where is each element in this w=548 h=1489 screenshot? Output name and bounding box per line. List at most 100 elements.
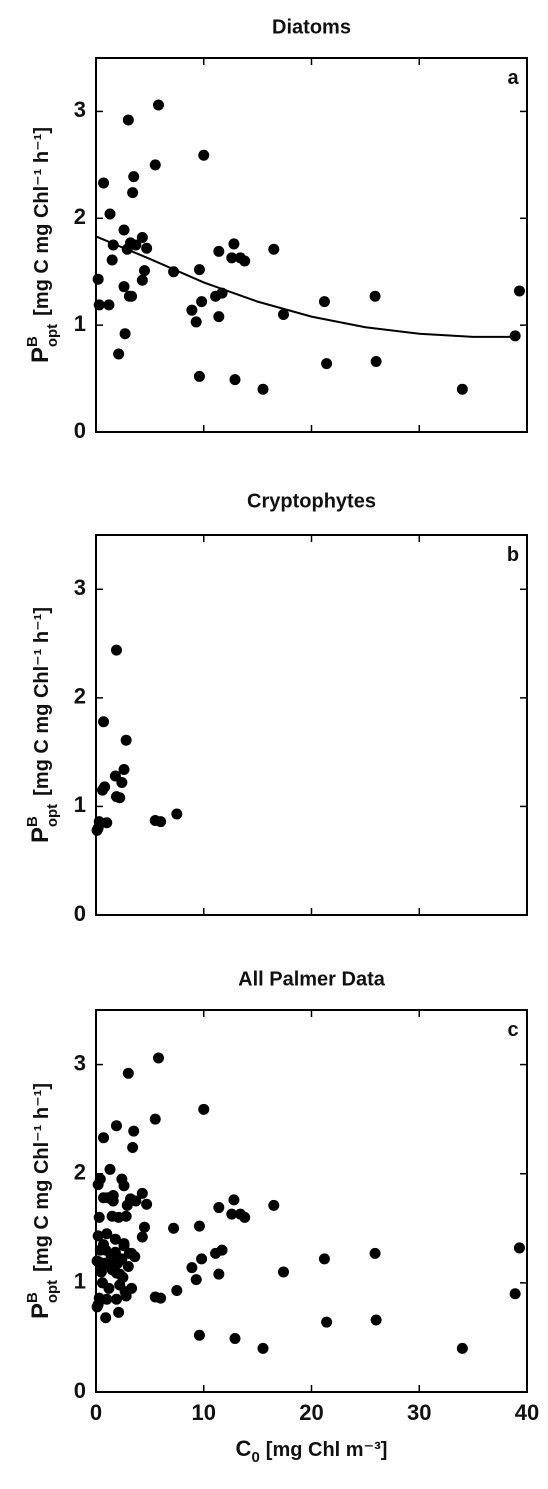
data-point bbox=[117, 1271, 129, 1283]
data-point bbox=[171, 808, 183, 820]
data-point bbox=[114, 792, 126, 804]
data-point bbox=[101, 1293, 113, 1305]
x-axis-label: C0 [mg Chl m⁻³] bbox=[236, 1436, 388, 1466]
data-point bbox=[318, 1253, 330, 1265]
data-point bbox=[213, 245, 225, 257]
data-point bbox=[127, 187, 139, 199]
data-point bbox=[95, 1266, 107, 1278]
data-point bbox=[122, 114, 134, 126]
data-point bbox=[118, 224, 130, 236]
data-point bbox=[193, 370, 205, 382]
x-label-main: C bbox=[236, 1436, 252, 1461]
data-point bbox=[257, 1342, 269, 1354]
data-point bbox=[513, 1242, 525, 1254]
data-point bbox=[103, 1282, 115, 1294]
data-point bbox=[152, 1052, 164, 1064]
data-point bbox=[369, 1247, 381, 1259]
data-point bbox=[113, 1211, 125, 1223]
data-point bbox=[101, 1228, 113, 1240]
data-point bbox=[239, 1211, 251, 1223]
panel-title: Diatoms bbox=[272, 16, 351, 38]
data-point bbox=[120, 734, 132, 746]
data-point bbox=[99, 781, 111, 793]
y-label-units: [mg C mg Chl⁻¹ h⁻¹] bbox=[31, 607, 53, 796]
panel-letter: c bbox=[507, 1019, 518, 1041]
data-point bbox=[106, 254, 118, 266]
axes-box bbox=[95, 534, 528, 916]
data-point bbox=[100, 1312, 112, 1324]
data-point bbox=[193, 1329, 205, 1341]
data-point bbox=[277, 308, 289, 320]
data-point bbox=[92, 1230, 104, 1242]
data-point bbox=[93, 1211, 105, 1223]
data-point bbox=[213, 311, 225, 323]
data-point bbox=[91, 1255, 103, 1267]
data-point bbox=[116, 1173, 128, 1185]
data-point bbox=[370, 1314, 382, 1326]
panel-title: Cryptophytes bbox=[247, 490, 376, 512]
panel-letter: b bbox=[507, 544, 519, 566]
data-point bbox=[198, 149, 210, 161]
y-tick-label: 2 bbox=[74, 1160, 86, 1185]
x-tick-label: 20 bbox=[299, 1400, 323, 1425]
y-label-main: P bbox=[27, 1303, 54, 1319]
y-tick-label: 1 bbox=[74, 1269, 86, 1294]
x-tick-label: 40 bbox=[515, 1400, 539, 1425]
data-point bbox=[268, 1199, 280, 1211]
data-point bbox=[103, 299, 115, 311]
data-point bbox=[509, 1288, 521, 1300]
data-point bbox=[196, 1253, 208, 1265]
y-label-sub: opt bbox=[44, 1280, 61, 1303]
data-point bbox=[122, 1260, 134, 1272]
panel-letter: a bbox=[507, 67, 519, 89]
y-axis-label: PB opt [mg C mg Chl⁻¹ h⁻¹] bbox=[24, 607, 61, 843]
data-point bbox=[116, 777, 128, 789]
data-point bbox=[239, 255, 251, 267]
data-point bbox=[138, 1221, 150, 1233]
y-tick-label: 2 bbox=[74, 684, 86, 709]
data-point bbox=[149, 1113, 161, 1125]
data-point bbox=[152, 99, 164, 111]
y-tick-label: 3 bbox=[74, 97, 86, 122]
y-tick-label: 0 bbox=[74, 418, 86, 443]
data-point bbox=[102, 1192, 114, 1204]
data-point bbox=[141, 242, 153, 254]
y-tick-label: 3 bbox=[74, 1050, 86, 1075]
data-point bbox=[109, 1233, 121, 1245]
x-label-units: [mg Chl m⁻³] bbox=[266, 1439, 388, 1461]
data-point bbox=[113, 1306, 125, 1318]
data-point bbox=[104, 1163, 116, 1175]
data-point bbox=[268, 243, 280, 255]
data-point bbox=[229, 374, 241, 386]
data-point bbox=[513, 285, 525, 297]
data-point bbox=[171, 1284, 183, 1296]
data-point bbox=[130, 1195, 142, 1207]
y-axis-label: PB opt [mg C mg Chl⁻¹ h⁻¹] bbox=[24, 127, 61, 363]
data-point bbox=[509, 330, 521, 342]
data-point bbox=[213, 1202, 225, 1214]
data-point bbox=[318, 296, 330, 308]
y-label-main: P bbox=[27, 347, 54, 363]
y-label-units: [mg C mg Chl⁻¹ h⁻¹] bbox=[31, 127, 53, 316]
data-point bbox=[126, 290, 138, 302]
y-axis-label: PB opt [mg C mg Chl⁻¹ h⁻¹] bbox=[24, 1083, 61, 1319]
data-point bbox=[93, 299, 105, 311]
data-point bbox=[226, 1208, 238, 1220]
y-tick-label: 1 bbox=[74, 792, 86, 817]
data-point bbox=[136, 1231, 148, 1243]
data-point bbox=[168, 1222, 180, 1234]
data-point bbox=[136, 232, 148, 244]
data-point bbox=[136, 274, 148, 286]
data-point bbox=[155, 1292, 167, 1304]
data-point bbox=[118, 764, 130, 776]
data-point bbox=[113, 348, 125, 360]
data-point bbox=[216, 1244, 228, 1256]
y-tick-label: 0 bbox=[74, 901, 86, 926]
panel-title: All Palmer Data bbox=[238, 968, 386, 990]
data-point bbox=[186, 304, 198, 316]
y-label-sub: opt bbox=[44, 324, 61, 347]
data-point bbox=[456, 1342, 468, 1354]
data-point bbox=[126, 1282, 138, 1294]
x-tick-label: 0 bbox=[90, 1400, 102, 1425]
